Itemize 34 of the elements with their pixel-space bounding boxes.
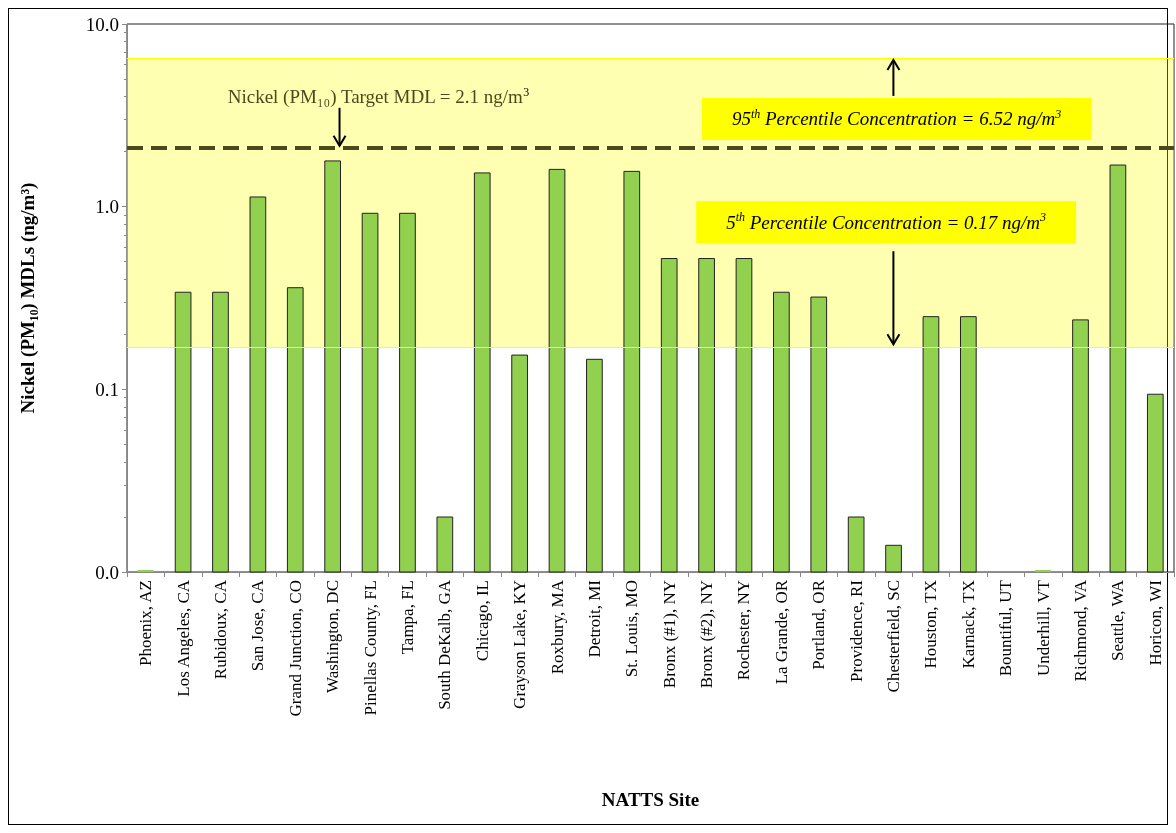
x-tick-label: Richmond, VA [1071, 579, 1091, 682]
x-tick-label: Rubidoux, CA [210, 579, 230, 680]
x-tick-label: Rochester, NY [734, 580, 754, 681]
y-tick-label: 0.0 [95, 561, 119, 583]
y-tick-label: 10.0 [85, 13, 119, 35]
x-tick-label: Chicago, IL [472, 580, 492, 662]
x-tick-label: Underhill, VT [1033, 579, 1053, 677]
x-tick-label: Washington, DC [323, 580, 343, 693]
x-tick-label: Providence, RI [846, 579, 866, 682]
x-tick-label: Grand Junction, CO [285, 580, 305, 717]
x-tick-label: La Grande, OR [771, 579, 791, 685]
x-axis-title: NATTS Site [601, 789, 700, 810]
x-tick-label: Detroit, MI [584, 579, 604, 658]
x-tick-label: Roxbury, MA [547, 579, 567, 675]
x-tick-label: Pinellas County, FL [360, 580, 380, 716]
x-tick-label: San Jose, CA [248, 579, 268, 672]
x-tick-label: Los Angeles, CA [173, 579, 193, 697]
x-tick-label: Portland, OR [809, 579, 829, 670]
x-tick-label: Bronx (#2), NY [697, 580, 717, 689]
x-tick-label: Chesterfield, SC [884, 580, 904, 693]
x-tick-label: Tampa, FL [397, 580, 417, 655]
y-tick-label: 0.1 [95, 378, 119, 400]
x-tick-label: Seattle, WA [1108, 579, 1128, 661]
y-axis-title: Nickel (PM₁₀) MDLs (ng/m³) [17, 182, 39, 414]
x-tick-label: Grayson Lake, KY [510, 580, 530, 709]
x-tick-label: Karnack, TX [958, 580, 978, 669]
x-tick-label: Bronx (#1), NY [659, 580, 679, 689]
x-tick-label: Houston, TX [921, 580, 941, 669]
y-tick-label: 1.0 [95, 196, 119, 218]
x-tick-label: Phoenix, AZ [136, 580, 156, 666]
x-tick-label: Bountiful, UT [996, 579, 1016, 677]
x-tick-label: Horicon, WI [1145, 579, 1165, 666]
x-tick-label: South DeKalb, GA [435, 579, 455, 710]
x-tick-label: St. Louis, MO [622, 580, 642, 678]
